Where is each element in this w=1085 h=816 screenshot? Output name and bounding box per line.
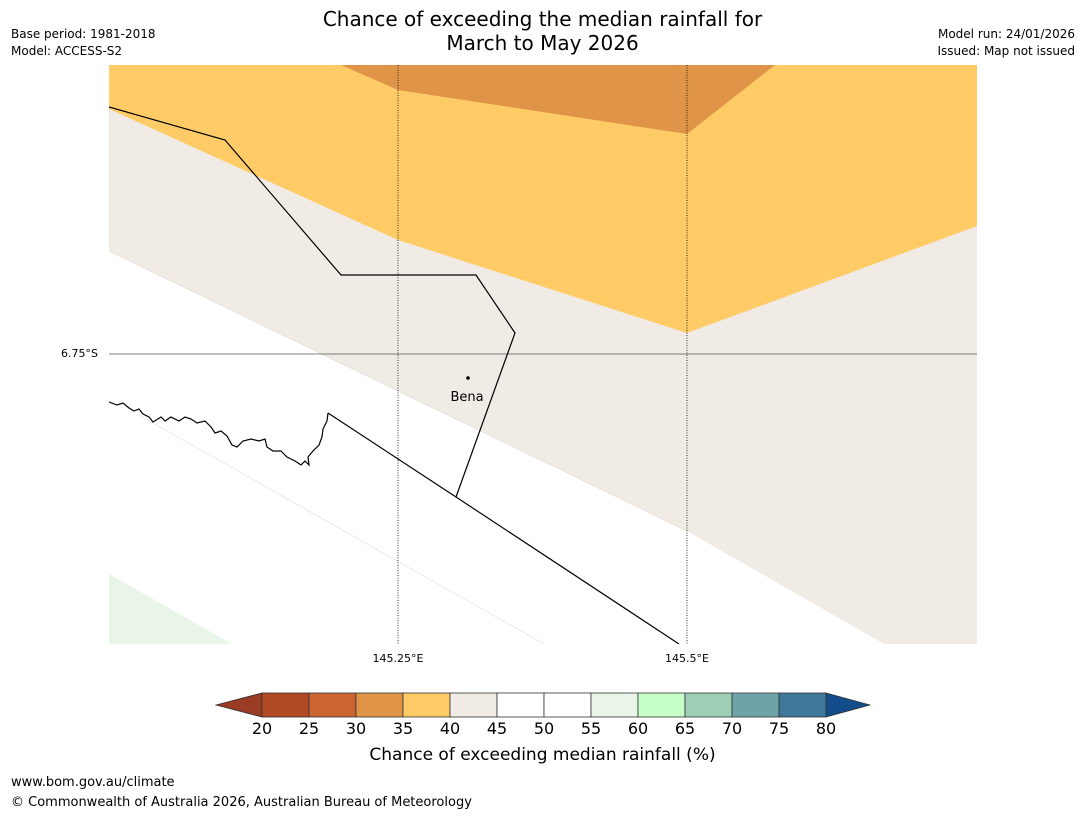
- colorbar-tick: 35: [392, 719, 414, 738]
- province-boundary: [327, 412, 680, 644]
- colorbar-tick: 70: [721, 719, 743, 738]
- colorbar-bin-55-60: [590, 692, 639, 718]
- colorbar-bin-30-35: [355, 692, 404, 718]
- place-marker: [466, 376, 470, 380]
- base-period-text: Base period: 1981-2018: [11, 27, 156, 41]
- contour-line: [138, 414, 545, 644]
- colorbar-bin-40-45: [449, 692, 498, 718]
- colorbar-tick: 65: [674, 719, 696, 738]
- issued-text: Issued: Map not issued: [937, 44, 1075, 58]
- longitude-label-145-5: 145.5°E: [665, 652, 709, 665]
- colorbar-bin-75-80: [778, 692, 827, 718]
- colorbar-extend-low: [215, 692, 263, 718]
- model-run-text: Model run: 24/01/2026: [937, 27, 1075, 41]
- colorbar-tick-labels: 20 25 30 35 40 45 50 55 60 65 70 75 80: [0, 719, 1085, 741]
- colorbar-bin-20-25: [261, 692, 310, 718]
- place-label-bena: Bena: [450, 390, 483, 405]
- colorbar-tick: 80: [815, 719, 837, 738]
- model-text: Model: ACCESS-S2: [11, 44, 123, 58]
- colorbar-tick: 75: [768, 719, 790, 738]
- map-title-line1: Chance of exceeding the median rainfall …: [322, 7, 763, 31]
- colorbar-bin-35-40: [402, 692, 451, 718]
- longitude-label-145-25: 145.25°E: [372, 652, 424, 665]
- region-55-60: [109, 574, 232, 644]
- river-line: [109, 401, 329, 467]
- colorbar-tick: 25: [298, 719, 320, 738]
- colorbar-tick: 45: [486, 719, 508, 738]
- region-35-40: [109, 65, 977, 333]
- colorbar-tick: 20: [251, 719, 273, 738]
- footer-copyright: © Commonwealth of Australia 2026, Austra…: [11, 795, 472, 810]
- colorbar-tick: 55: [580, 719, 602, 738]
- colorbar-bin-65-70: [684, 692, 733, 718]
- colorbar-title: Chance of exceeding median rainfall (%): [369, 745, 716, 765]
- colorbar-tick: 50: [533, 719, 555, 738]
- colorbar-tick: 30: [345, 719, 367, 738]
- colorbar-extend-high: [825, 692, 871, 718]
- rainfall-map: Bena: [109, 65, 977, 644]
- colorbar-bin-45-50: [496, 692, 545, 718]
- colorbar-tick: 60: [627, 719, 649, 738]
- colorbar-bin-50-55: [543, 692, 592, 718]
- region-30-35: [341, 65, 775, 134]
- colorbar-tick: 40: [439, 719, 461, 738]
- colorbar-bin-70-75: [731, 692, 780, 718]
- province-boundary: [109, 106, 516, 498]
- colorbar-bin-60-65: [637, 692, 686, 718]
- map-title-line2: March to May 2026: [446, 31, 639, 55]
- colorbar: [215, 692, 871, 718]
- colorbar-bin-25-30: [308, 692, 357, 718]
- footer-url[interactable]: www.bom.gov.au/climate: [11, 775, 175, 790]
- latitude-label: 6.75°S: [61, 347, 98, 360]
